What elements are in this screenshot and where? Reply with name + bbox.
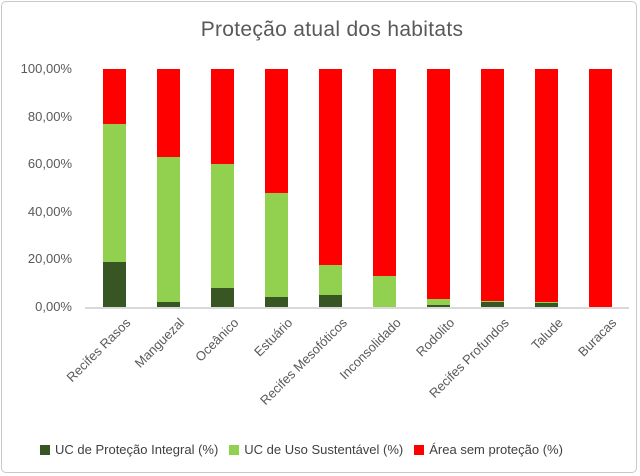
legend-label: UC de Proteção Integral (%) bbox=[55, 442, 219, 457]
bar-segment bbox=[534, 303, 558, 307]
bar-segment bbox=[102, 261, 126, 307]
bar-segment bbox=[588, 69, 612, 307]
bar-segment bbox=[480, 302, 504, 307]
chart-title: Proteção atual dos habitats bbox=[200, 18, 464, 41]
bar-segment bbox=[210, 287, 234, 307]
plot-area bbox=[87, 69, 627, 307]
bar-segment bbox=[480, 301, 504, 303]
legend-item: UC de Proteção Integral (%) bbox=[40, 442, 218, 457]
bar-segment bbox=[318, 69, 342, 266]
y-axis-tick-label: 0,00% bbox=[35, 299, 72, 314]
bar-segment bbox=[156, 157, 180, 303]
y-axis-tick-label: 60,00% bbox=[27, 156, 72, 172]
bar-segment bbox=[264, 69, 288, 193]
bar-segment bbox=[426, 69, 450, 299]
bar-segment bbox=[264, 192, 288, 298]
y-axis-tick-label: 40,00% bbox=[27, 203, 72, 219]
x-axis-label: Estuário bbox=[251, 315, 296, 360]
x-axis-line bbox=[85, 307, 629, 309]
x-axis-label: Manguezal bbox=[132, 315, 188, 371]
y-axis-tick-label: 80,00% bbox=[27, 108, 72, 124]
bar-segment bbox=[102, 69, 126, 124]
bar-segment bbox=[156, 69, 180, 158]
bar-segment bbox=[156, 302, 180, 307]
x-axis-label: Buracas bbox=[575, 315, 620, 360]
bar-segment bbox=[480, 69, 504, 302]
legend: UC de Proteção Integral (%) UC de Uso Sus… bbox=[40, 442, 563, 457]
bar-segment bbox=[372, 276, 396, 307]
bar-segment bbox=[372, 69, 396, 277]
bar-segment bbox=[264, 297, 288, 307]
x-axis-label: Rodolito bbox=[413, 315, 458, 360]
y-axis-tick-label: 20,00% bbox=[27, 251, 72, 267]
bar-segment bbox=[102, 123, 126, 262]
legend-item: Área sem proteção (%) bbox=[414, 442, 563, 457]
bar-segment bbox=[210, 164, 234, 288]
legend-label: Área sem proteção (%) bbox=[429, 442, 563, 457]
bar-segment bbox=[210, 69, 234, 165]
bar-segment bbox=[318, 295, 342, 307]
x-axis-label: Talude bbox=[527, 315, 566, 353]
y-axis-tick-label: 100,00% bbox=[20, 61, 72, 76]
legend-swatch-icon bbox=[414, 444, 425, 455]
bar-segment bbox=[426, 304, 450, 307]
bar-segment bbox=[534, 302, 558, 304]
legend-label: UC de Uso Sustentável (%) bbox=[244, 442, 404, 457]
bar-segment bbox=[534, 69, 558, 303]
bar-segment bbox=[426, 298, 450, 305]
x-axis-label: Oceânico bbox=[192, 315, 242, 365]
x-axis-label: Recifes Rasos bbox=[63, 315, 134, 385]
legend-swatch-icon bbox=[229, 444, 240, 455]
bar-segment bbox=[318, 265, 342, 296]
legend-swatch-icon bbox=[40, 444, 50, 455]
legend-item: UC de Uso Sustentável (%) bbox=[229, 442, 403, 457]
